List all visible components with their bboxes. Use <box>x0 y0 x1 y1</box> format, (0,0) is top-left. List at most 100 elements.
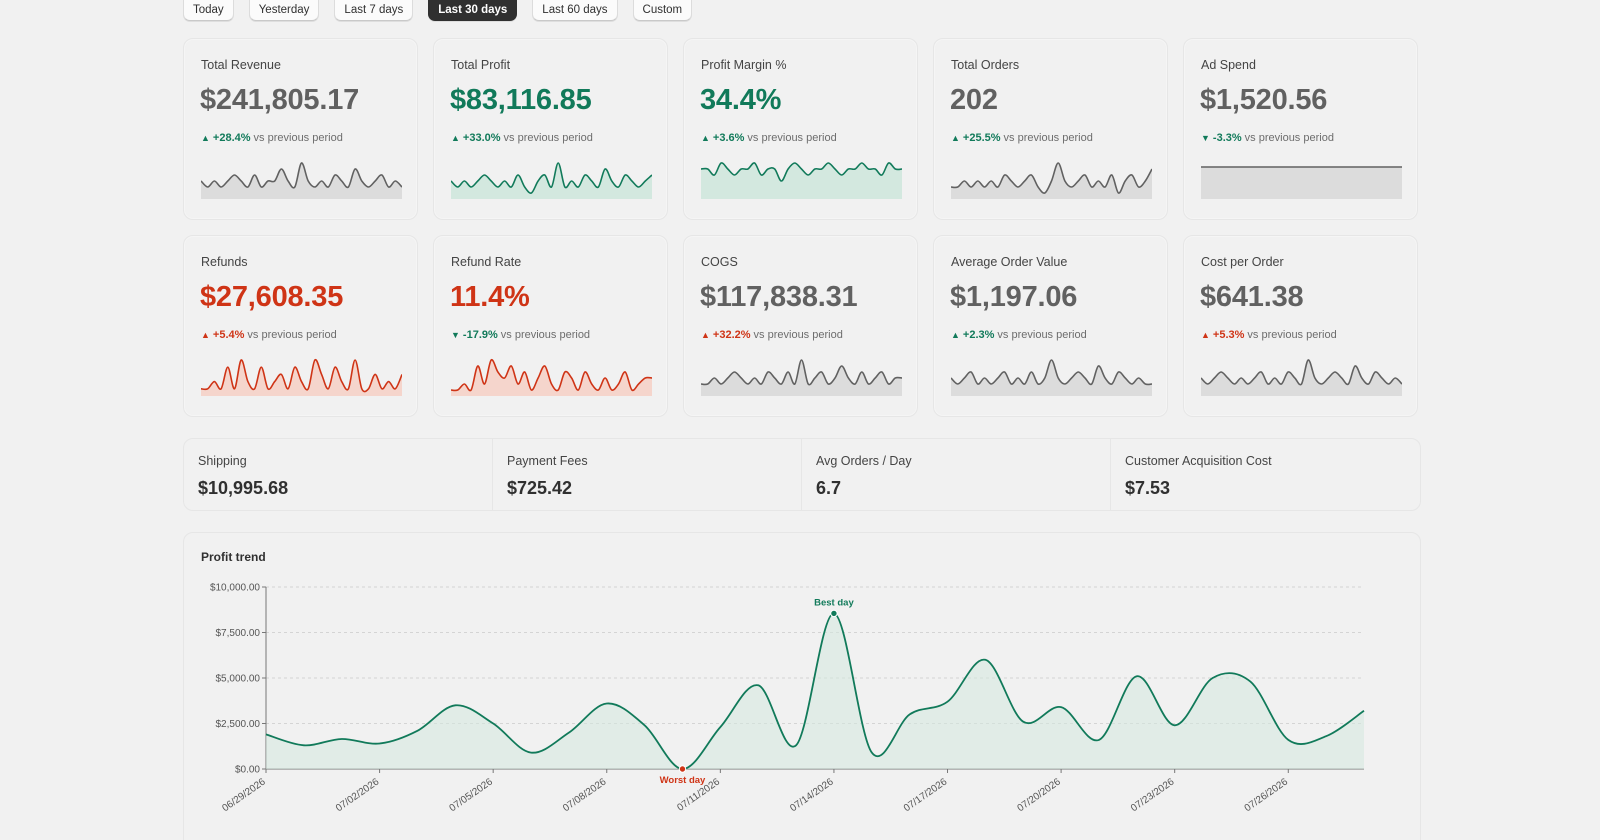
trend-arrow-icon: ▲ <box>1201 330 1210 340</box>
kpi-value: $1,520.56 <box>1200 84 1328 116</box>
sparkline-line <box>951 359 1152 386</box>
kpi-card-cost-per-order: Cost per Order $641.38 ▲ +5.3% vs previous p… <box>1183 235 1418 417</box>
sparkline-area <box>201 359 402 396</box>
sparkline-chart <box>1201 166 1402 199</box>
range-last-7-days-button[interactable]: Last 7 days <box>334 0 414 21</box>
x-tick-label: 06/29/2026 <box>220 776 268 814</box>
delta-suffix: vs previous period <box>997 329 1087 341</box>
sparkline-line <box>451 162 652 194</box>
kpi-card-average-order-value: Average Order Value $1,197.06 ▲ +2.3% vs pre… <box>933 235 1168 417</box>
trend-arrow-icon: ▼ <box>451 330 460 340</box>
kpi-delta: ▲ +5.4% vs previous period <box>201 329 337 341</box>
profit-trend-chart: $0.00 $2,500.00 $5,000.00 $7,500.00 $10,000.… <box>210 583 1365 814</box>
profit-area <box>266 613 1364 770</box>
kpi-value: $117,838.31 <box>700 281 858 313</box>
y-tick-label: $0.00 <box>235 765 260 776</box>
delta-suffix: vs previous period <box>503 132 593 144</box>
metric-value: 6.7 <box>816 478 842 498</box>
y-tick-label: $10,000.00 <box>210 583 260 594</box>
kpi-card-refunds: Refunds $27,608.35 ▲ +5.4% vs previous perio… <box>183 235 418 417</box>
profit-trend-card: Profit trend $0.00 $2,500.00 $5,000.00 $7,5… <box>183 532 1421 840</box>
trend-arrow-icon: ▲ <box>451 133 460 143</box>
sparkline-area <box>451 163 652 199</box>
metric-title: Shipping <box>198 454 247 468</box>
sparkline-area <box>951 360 1152 396</box>
sparkline-line <box>201 162 402 189</box>
kpi-delta: ▲ +28.4% vs previous period <box>201 132 343 144</box>
annotation-marker <box>830 609 838 618</box>
kpi-delta: ▼ -17.9% vs previous period <box>451 329 590 341</box>
delta-suffix: vs previous period <box>753 329 843 341</box>
metric-value: $7.53 <box>1125 478 1171 498</box>
range-custom-button[interactable]: Custom <box>632 0 693 21</box>
metric-customer-acquisition-cost: Customer Acquisition Cost $7.53 <box>1111 439 1420 510</box>
kpi-value: $241,805.17 <box>200 84 360 116</box>
range-yesterday-button[interactable]: Yesterday <box>248 0 320 21</box>
sparkline-chart <box>201 162 402 199</box>
delta-percent: +33.0% <box>462 132 501 144</box>
kpi-title: Total Revenue <box>201 58 281 72</box>
delta-percent: +25.5% <box>962 132 1001 144</box>
sparkline-line <box>201 358 402 393</box>
x-tick-label: 07/08/2026 <box>561 776 609 814</box>
trend-arrow-icon: ▲ <box>701 330 710 340</box>
kpi-card-total-orders: Total Orders 202 ▲ +25.5% vs previous period <box>933 38 1168 220</box>
annotation-label: Best day <box>814 597 854 608</box>
x-tick-label: 07/05/2026 <box>448 776 496 814</box>
sparkline-area <box>701 162 902 199</box>
trend-arrow-icon: ▲ <box>201 133 210 143</box>
kpi-card-cogs: COGS $117,838.31 ▲ +32.2% vs previous period <box>683 235 918 417</box>
delta-suffix: vs previous period <box>1244 132 1334 144</box>
date-range-selector: Today Yesterday Last 7 days Last 30 days… <box>183 0 693 21</box>
sparkline-area <box>451 359 652 396</box>
delta-percent: +5.4% <box>212 329 245 341</box>
x-tick-label: 07/26/2026 <box>1243 776 1291 814</box>
sparkline-chart <box>1201 359 1402 396</box>
x-tick-label: 07/23/2026 <box>1129 776 1177 814</box>
y-tick-label: $7,500.00 <box>216 628 261 639</box>
kpi-card-total-revenue: Total Revenue $241,805.17 ▲ +28.4% vs previo… <box>183 38 418 220</box>
metric-shipping: Shipping $10,995.68 <box>184 439 493 510</box>
kpi-title: Ad Spend <box>1201 58 1256 72</box>
delta-suffix: vs previous period <box>253 132 343 144</box>
delta-percent: +32.2% <box>712 329 751 341</box>
range-last-60-days-button[interactable]: Last 60 days <box>532 0 618 21</box>
range-last-30-days-button[interactable]: Last 30 days <box>428 0 518 21</box>
metric-title: Payment Fees <box>507 454 588 468</box>
metric-value: $725.42 <box>507 478 573 498</box>
kpi-card-total-profit: Total Profit $83,116.85 ▲ +33.0% vs previous… <box>433 38 668 220</box>
sparkline-area <box>701 360 902 396</box>
trend-arrow-icon: ▲ <box>701 133 710 143</box>
trend-arrow-icon: ▲ <box>201 330 210 340</box>
sparkline-chart <box>951 359 1152 396</box>
metric-payment-fees: Payment Fees $725.42 <box>493 439 802 510</box>
x-tick-label: 07/20/2026 <box>1016 776 1064 814</box>
metric-value: $10,995.68 <box>198 478 289 498</box>
kpi-value: $27,608.35 <box>200 281 344 313</box>
trend-arrow-icon: ▼ <box>1201 133 1210 143</box>
sparkline-line <box>951 162 1152 194</box>
range-today-button[interactable]: Today <box>183 0 234 21</box>
delta-suffix: vs previous period <box>247 329 337 341</box>
annotation-marker <box>678 765 687 773</box>
y-tick-label: $5,000.00 <box>216 674 261 685</box>
sparkline-line <box>1201 359 1402 386</box>
sparkline-chart <box>701 359 902 396</box>
profit-trend-title: Profit trend <box>201 550 266 564</box>
kpi-title: Refund Rate <box>451 255 522 269</box>
sparkline-line <box>701 359 902 386</box>
kpi-value: 34.4% <box>700 84 782 116</box>
kpi-delta: ▲ +32.2% vs previous period <box>701 329 843 341</box>
delta-percent: -3.3% <box>1212 132 1242 144</box>
x-tick-label: 07/17/2026 <box>902 776 950 814</box>
kpi-title: Total Orders <box>951 58 1020 72</box>
delta-percent: +28.4% <box>212 132 251 144</box>
kpi-delta: ▲ +33.0% vs previous period <box>451 132 593 144</box>
profit-line <box>265 612 1365 770</box>
sparkline-chart <box>201 358 402 396</box>
sparkline-chart <box>951 162 1152 199</box>
kpi-delta: ▲ +25.5% vs previous period <box>951 132 1093 144</box>
sparkline-area <box>1201 359 1402 396</box>
kpi-delta: ▼ -3.3% vs previous period <box>1201 132 1334 144</box>
kpi-card-refund-rate: Refund Rate 11.4% ▼ -17.9% vs previous perio… <box>433 235 668 417</box>
